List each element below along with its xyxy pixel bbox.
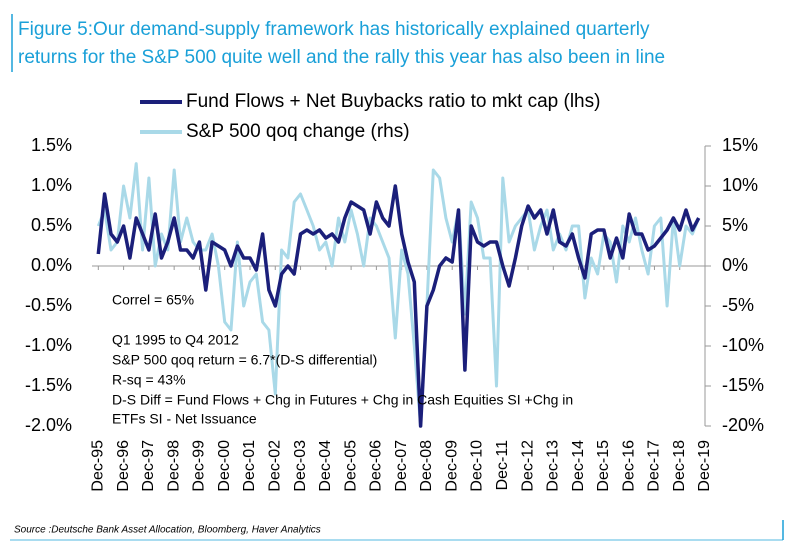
x-tick-label: Dec-05 bbox=[342, 440, 359, 492]
x-tick-label: Dec-08 bbox=[418, 440, 435, 492]
x-tick-label: Dec-07 bbox=[393, 440, 410, 492]
x-tick-label: Dec-96 bbox=[115, 440, 132, 492]
y2-tick-label: 5% bbox=[722, 215, 748, 235]
y2-tick-label: -20% bbox=[722, 415, 764, 435]
y-tick-label: -0.5% bbox=[25, 295, 72, 315]
y2-tick-label: -15% bbox=[722, 375, 764, 395]
y2-tick-label: -5% bbox=[722, 295, 754, 315]
x-tick-label: Dec-01 bbox=[241, 440, 258, 492]
legend-label: Fund Flows + Net Buybacks ratio to mkt c… bbox=[186, 91, 600, 112]
y-tick-label: 0.5% bbox=[31, 215, 72, 235]
y2-tick-label: 15% bbox=[722, 135, 758, 155]
annotation: D-S Diff = Fund Flows + Chg in Futures +… bbox=[112, 392, 573, 408]
x-tick-label: Dec-02 bbox=[266, 440, 283, 492]
annotation: ETFs SI - Net Issuance bbox=[112, 411, 257, 427]
x-tick-label: Dec-03 bbox=[292, 440, 309, 492]
x-tick-label: Dec-98 bbox=[165, 440, 182, 492]
y-tick-label: -2.0% bbox=[25, 415, 72, 435]
source: Source :Deutsche Bank Asset Allocation, … bbox=[14, 525, 321, 536]
x-tick-label: Dec-15 bbox=[595, 440, 612, 492]
x-tick-label: Dec-18 bbox=[671, 440, 688, 492]
annotation: Q1 1995 to Q4 2012 bbox=[112, 332, 239, 348]
y-tick-label: -1.5% bbox=[25, 375, 72, 395]
x-tick-label: Dec-14 bbox=[570, 440, 587, 492]
y-tick-label: 1.5% bbox=[31, 135, 72, 155]
annotation: Correl = 65% bbox=[112, 292, 194, 308]
x-tick-label: Dec-95 bbox=[90, 440, 107, 492]
x-tick-label: Dec-19 bbox=[696, 440, 713, 492]
y-tick-label: 0.0% bbox=[31, 255, 72, 275]
x-tick-label: Dec-06 bbox=[368, 440, 385, 492]
y2-tick-label: 10% bbox=[722, 175, 758, 195]
x-tick-label: Dec-13 bbox=[545, 440, 562, 492]
x-tick-label: Dec-09 bbox=[443, 440, 460, 492]
x-tick-label: Dec-99 bbox=[191, 440, 208, 492]
x-tick-label: Dec-12 bbox=[519, 440, 536, 492]
chart-title: Figure 5:Our demand-supply framework has… bbox=[18, 19, 650, 40]
x-tick-label: Dec-17 bbox=[646, 440, 663, 492]
y2-tick-label: 0% bbox=[722, 255, 748, 275]
y-tick-label: 1.0% bbox=[31, 175, 72, 195]
y2-tick-label: -10% bbox=[722, 335, 764, 355]
y-tick-label: -1.0% bbox=[25, 335, 72, 355]
x-tick-label: Dec-04 bbox=[317, 440, 334, 492]
x-tick-label: Dec-97 bbox=[140, 440, 157, 492]
chart-subtitle: returns for the S&P 500 quite well and t… bbox=[18, 47, 665, 68]
annotation: S&P 500 qoq return = 6.7*(D-S differenti… bbox=[112, 352, 377, 368]
legend-label: S&P 500 qoq change (rhs) bbox=[186, 121, 410, 142]
x-tick-label: Dec-11 bbox=[494, 440, 511, 490]
x-tick-label: Dec-16 bbox=[620, 440, 637, 492]
series-line bbox=[96, 184, 701, 428]
x-tick-label: Dec-10 bbox=[469, 440, 486, 492]
x-tick-label: Dec-00 bbox=[216, 440, 233, 492]
annotation: R-sq = 43% bbox=[112, 372, 186, 388]
